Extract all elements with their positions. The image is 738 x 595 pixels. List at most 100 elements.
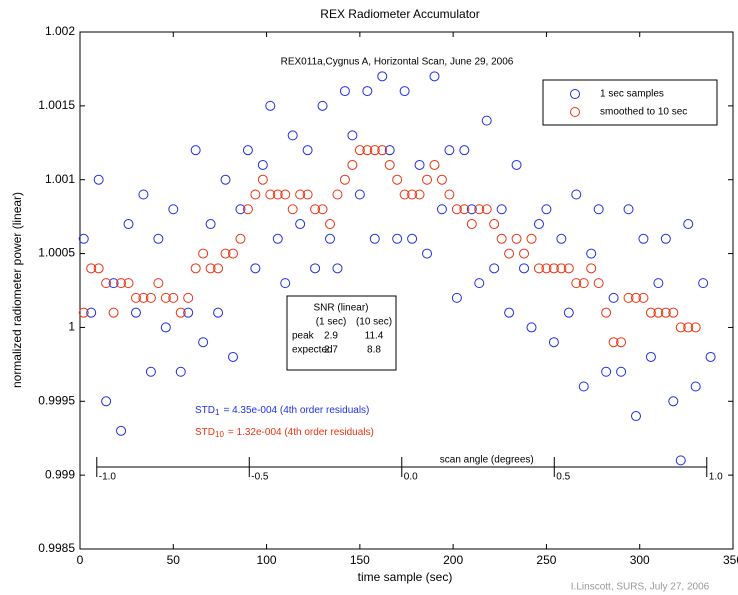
data-point [190, 263, 201, 274]
x-tick-label: 200 [443, 553, 463, 567]
data-point [436, 204, 447, 215]
data-point [533, 219, 544, 230]
data-point [533, 263, 544, 274]
data-point [101, 278, 112, 289]
data-point [384, 159, 395, 170]
data-point [168, 292, 179, 303]
x-tick-label: 150 [350, 553, 370, 567]
x-tick-label: 300 [630, 553, 650, 567]
snr-value: 11.4 [365, 331, 384, 342]
data-point [160, 322, 171, 333]
std-annotation: STD1 = 4.35e-004 (4th order residuals) [195, 405, 369, 417]
scan-tick-label: 0.0 [404, 472, 418, 483]
data-point [86, 307, 97, 318]
scan-tick-label: 0.5 [556, 472, 570, 483]
data-point [108, 307, 119, 318]
chart-title: REX Radiometer Accumulator [320, 7, 479, 21]
data-point [377, 145, 388, 156]
data-point [272, 233, 283, 244]
data-point [160, 292, 171, 303]
data-point [265, 189, 276, 200]
data-point [563, 307, 574, 318]
data-point [108, 278, 119, 289]
data-point [377, 71, 388, 82]
data-point [601, 366, 612, 377]
data-point [116, 425, 127, 436]
data-point [369, 145, 380, 156]
legend-box [542, 79, 718, 126]
y-tick-label: 0.9995 [38, 393, 75, 407]
data-point [295, 189, 306, 200]
data-point [183, 307, 194, 318]
data-point [511, 233, 522, 244]
data-point [325, 219, 336, 230]
y-tick-label: 1.002 [45, 24, 75, 38]
data-point [519, 248, 530, 259]
credit: I.Linscott, SURS, July 27, 2006 [571, 582, 710, 593]
data-point [153, 233, 164, 244]
data-point [392, 174, 403, 185]
data-point [175, 366, 186, 377]
data-point [608, 292, 619, 303]
data-point [205, 219, 216, 230]
data-point [339, 174, 350, 185]
std-subscript: 10 [215, 430, 224, 439]
x-axis-label: time sample (sec) [358, 570, 453, 584]
data-point [280, 189, 291, 200]
snr-column: (1 sec) [316, 317, 347, 328]
data-point [489, 263, 500, 274]
data-point [601, 307, 612, 318]
std-value: = 1.32e-004 (4th order residuals) [228, 427, 374, 438]
data-point [325, 233, 336, 244]
legend-marker [570, 107, 580, 117]
legend-label: smoothed to 10 sec [600, 107, 687, 118]
data-point [354, 189, 365, 200]
data-point [645, 351, 656, 362]
data-point [429, 159, 440, 170]
y-tick-label: 1.0015 [38, 98, 75, 112]
data-point [645, 307, 656, 318]
data-point [504, 248, 515, 259]
data-point [153, 278, 164, 289]
data-point [548, 263, 559, 274]
data-point [556, 263, 567, 274]
data-point [272, 189, 283, 200]
data-point [190, 145, 201, 156]
data-point [548, 337, 559, 348]
data-point [138, 292, 149, 303]
data-point [116, 278, 127, 289]
data-point [317, 204, 328, 215]
x-tick-label: 350 [723, 553, 738, 567]
data-point [496, 204, 507, 215]
data-point [198, 337, 209, 348]
y-tick-label: 0.9985 [38, 541, 75, 555]
data-point [407, 189, 418, 200]
data-point [265, 100, 276, 111]
data-point [571, 278, 582, 289]
y-tick-label: 1.0005 [38, 246, 75, 260]
std-label: STD [195, 427, 215, 438]
data-point [668, 396, 679, 407]
data-point [630, 292, 641, 303]
data-point [616, 366, 627, 377]
data-point [347, 159, 358, 170]
data-point [168, 204, 179, 215]
data-point [138, 189, 149, 200]
data-point [295, 219, 306, 230]
data-point [242, 204, 253, 215]
data-point [130, 307, 141, 318]
scan-axis-label: scan angle (degrees) [440, 455, 534, 466]
data-point [384, 145, 395, 156]
data-point [317, 100, 328, 111]
data-point [563, 263, 574, 274]
data-point [578, 278, 589, 289]
data-point [93, 174, 104, 185]
data-point [86, 263, 97, 274]
data-point [213, 307, 224, 318]
data-point [399, 86, 410, 97]
data-point [302, 189, 313, 200]
data-point [257, 159, 268, 170]
data-point [653, 307, 664, 318]
data-point [466, 204, 477, 215]
